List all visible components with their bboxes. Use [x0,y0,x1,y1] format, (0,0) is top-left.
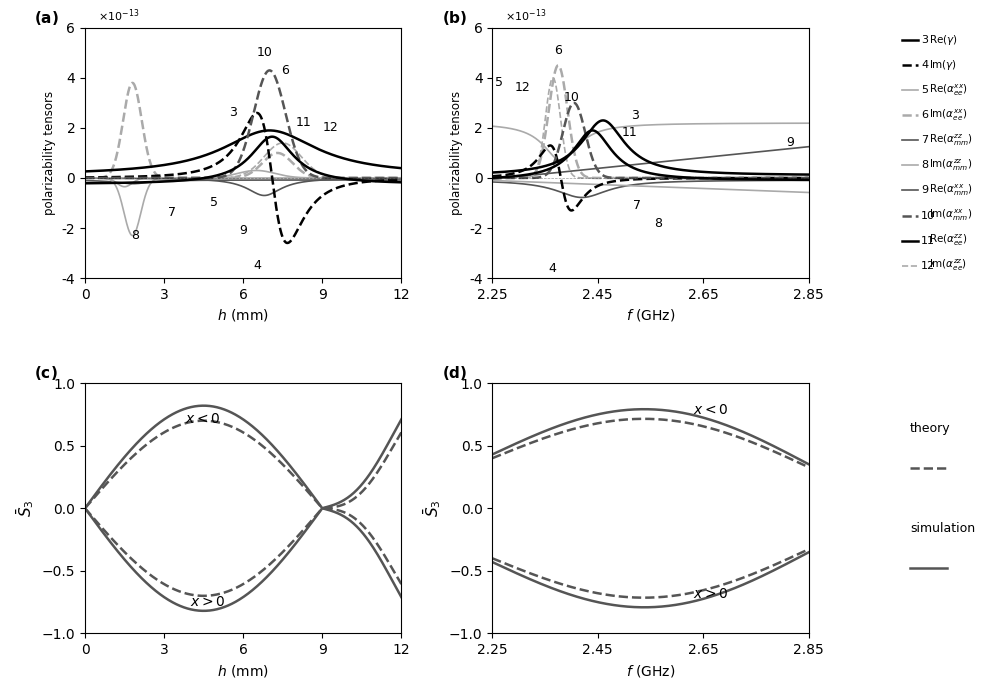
Text: 6: 6 [554,44,562,57]
Text: $\mathbf{(c)}$: $\mathbf{(c)}$ [34,364,58,382]
Text: 12: 12 [322,121,338,134]
Text: $\times10^{-13}$: $\times10^{-13}$ [505,7,546,24]
Text: 9: 9 [786,136,794,150]
Text: Re($\alpha^{xx}_{mm}$): Re($\alpha^{xx}_{mm}$) [929,183,974,198]
Text: 9: 9 [921,185,928,196]
Text: 4: 4 [548,262,556,274]
Text: 8: 8 [921,161,928,171]
Y-axis label: polarizability tensors: polarizability tensors [450,91,463,215]
Text: Re($\alpha^{zz}_{mm}$): Re($\alpha^{zz}_{mm}$) [929,133,974,148]
Text: 11: 11 [296,116,312,129]
Text: 12: 12 [921,260,935,271]
Text: Im($\alpha^{xx}_{ee}$): Im($\alpha^{xx}_{ee}$) [929,108,968,123]
X-axis label: $h$ (mm): $h$ (mm) [217,663,269,679]
Text: 6: 6 [281,64,289,77]
Text: 10: 10 [256,47,272,59]
Text: theory: theory [910,422,950,435]
Text: simulation: simulation [910,522,975,535]
Text: $x < 0$: $x < 0$ [693,404,728,418]
Text: 8: 8 [654,216,662,230]
Text: 5: 5 [210,196,218,209]
Text: $\mathbf{(b)}$: $\mathbf{(b)}$ [442,9,467,27]
Text: 3: 3 [229,106,237,120]
Text: 5: 5 [921,86,928,95]
Y-axis label: polarizability tensors: polarizability tensors [43,91,56,215]
Text: $x > 0$: $x > 0$ [190,595,226,609]
Text: 6: 6 [921,111,928,120]
Text: $\times10^{-13}$: $\times10^{-13}$ [98,7,139,24]
X-axis label: $f$ (GHz): $f$ (GHz) [626,308,675,324]
Text: 5: 5 [495,77,503,89]
Text: 7: 7 [633,199,641,212]
Text: 4: 4 [254,259,262,272]
Text: 9: 9 [239,224,247,237]
Text: 11: 11 [621,127,637,139]
Text: $x < 0$: $x < 0$ [185,412,221,426]
Text: Re($\alpha^{xx}_{ee}$): Re($\alpha^{xx}_{ee}$) [929,83,968,98]
Text: Re($\alpha^{zz}_{ee}$): Re($\alpha^{zz}_{ee}$) [929,233,968,248]
X-axis label: $h$ (mm): $h$ (mm) [217,308,269,324]
Text: 12: 12 [515,81,531,95]
Text: 7: 7 [921,136,928,145]
X-axis label: $f$ (GHz): $f$ (GHz) [626,663,675,679]
Y-axis label: $\bar{S}_3$: $\bar{S}_3$ [14,500,36,517]
Text: 7: 7 [168,207,176,219]
Text: Im($\alpha^{zz}_{ee}$): Im($\alpha^{zz}_{ee}$) [929,258,968,274]
Text: $x > 0$: $x > 0$ [693,587,728,601]
Text: Im($\alpha^{zz}_{mm}$): Im($\alpha^{zz}_{mm}$) [929,158,973,173]
Text: 11: 11 [921,235,935,246]
Text: 3: 3 [631,109,639,122]
Text: Im($\gamma$): Im($\gamma$) [929,58,958,72]
Text: $\mathbf{(a)}$: $\mathbf{(a)}$ [34,9,59,27]
Text: 8: 8 [131,229,139,242]
Text: 10: 10 [921,210,935,221]
Y-axis label: $\bar{S}_3$: $\bar{S}_3$ [422,500,443,517]
Text: Im($\alpha^{xx}_{mm}$): Im($\alpha^{xx}_{mm}$) [929,208,973,223]
Text: $\mathbf{(d)}$: $\mathbf{(d)}$ [442,364,467,382]
Text: 10: 10 [563,91,579,104]
Text: 4: 4 [921,61,928,70]
Text: Re($\gamma$): Re($\gamma$) [929,33,958,47]
Text: 3: 3 [921,35,928,45]
